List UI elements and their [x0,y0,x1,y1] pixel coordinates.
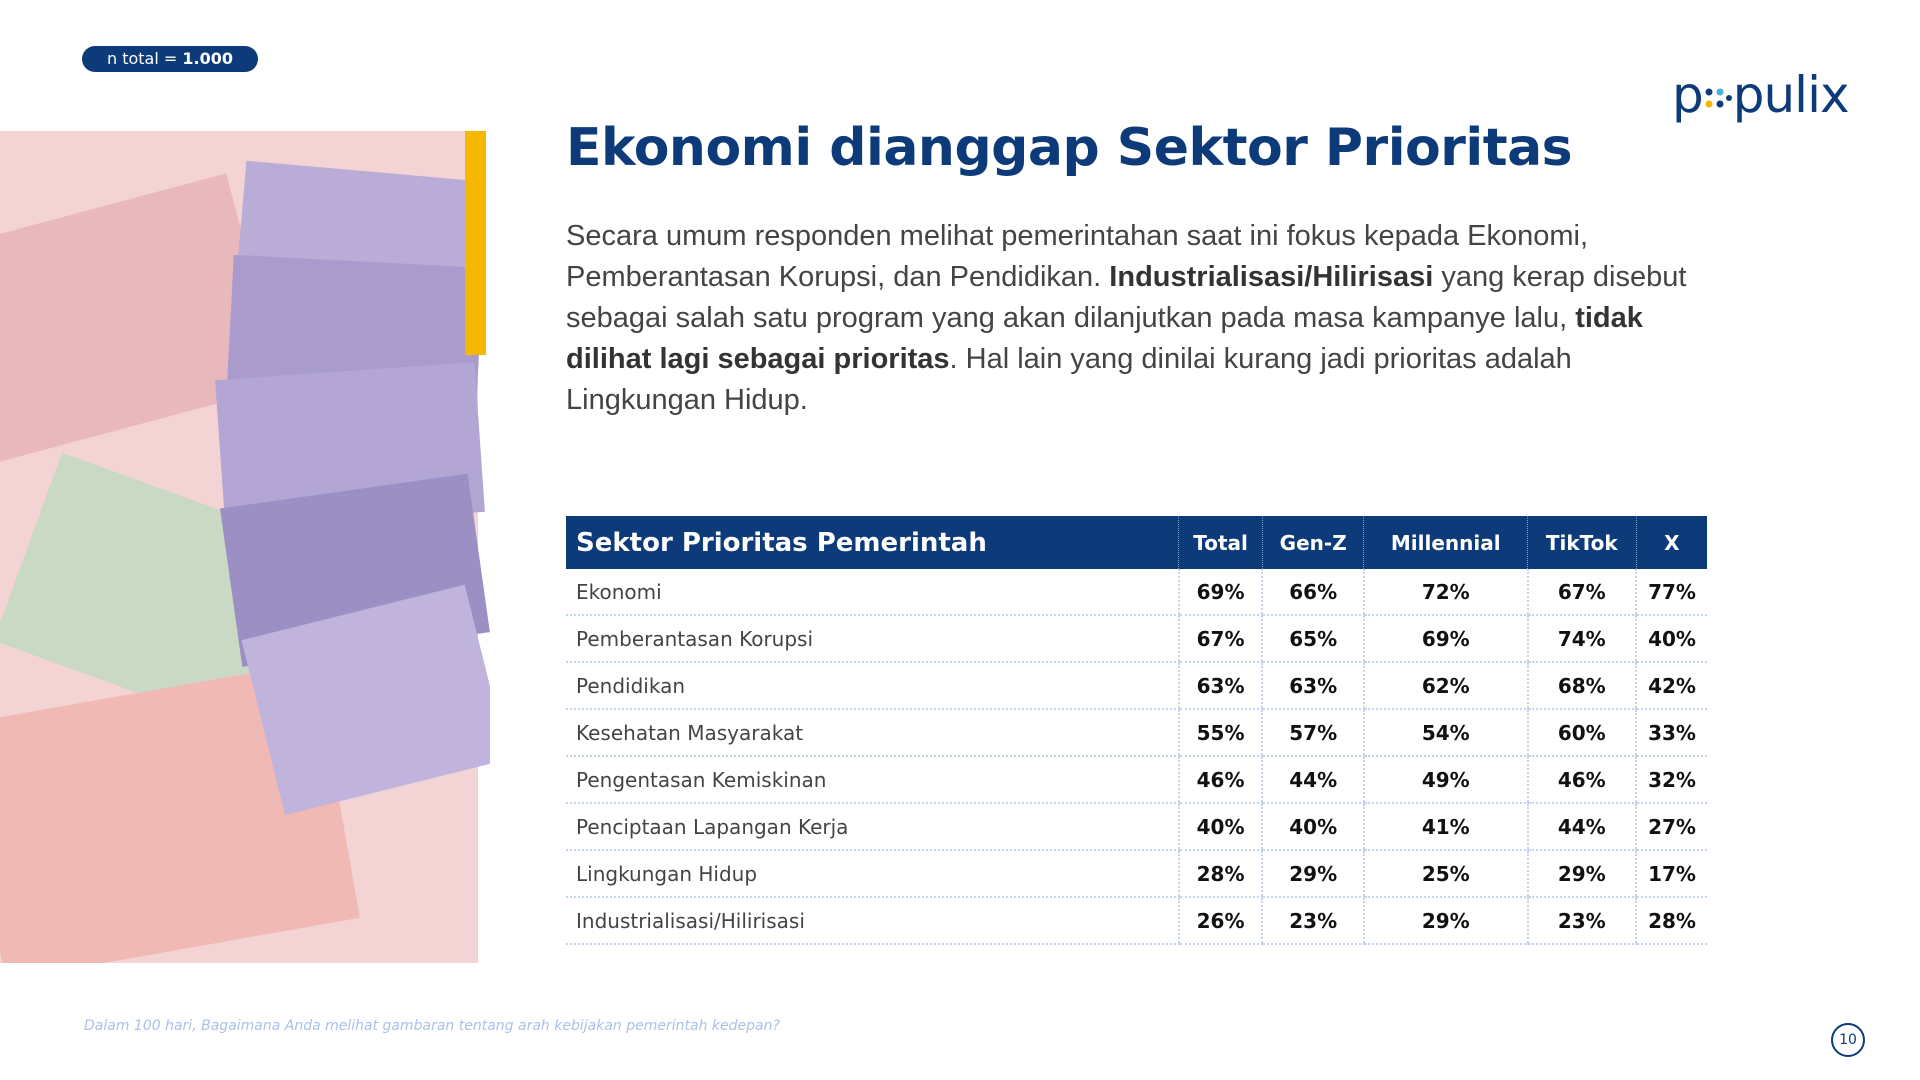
cell-value: 28% [1635,897,1707,945]
column-header: Sektor Prioritas Pemerintah [566,516,1179,569]
cell-value: 72% [1362,569,1528,616]
cell-value: 33% [1635,709,1707,757]
cell-value: 77% [1635,569,1707,616]
cell-value: 54% [1362,709,1528,757]
column-header: Gen-Z [1261,516,1364,569]
cell-value: 44% [1261,756,1364,804]
cell-value: 46% [1177,756,1263,804]
bold-text: Industrialisasi/Hilirisasi [1109,261,1434,293]
cell-value: 23% [1261,897,1364,945]
survey-question: Dalam 100 hari, Bagaimana Anda melihat g… [84,1018,780,1034]
cell-value: 40% [1635,615,1707,663]
column-header: TikTok [1527,516,1637,569]
text: Secara umum responden melihat pemerintah… [566,220,1589,293]
cell-value: 28% [1177,850,1263,898]
text: yang kerap disebut sebagai salah satu pr… [566,261,1687,334]
cell-value: 41% [1362,803,1528,851]
cell-value: 29% [1362,897,1528,945]
cell-value: 69% [1177,569,1263,616]
badge-label: n total = [106,49,178,68]
table-row: Pengentasan Kemiskinan 46% 44% 49% 46% 32% [566,756,1707,804]
priority-table: Sektor Prioritas Pemerintah Total Gen-Z Mil… [566,516,1707,945]
cell-value: 60% [1526,709,1637,757]
cell-value: 40% [1261,803,1364,851]
cell-value: 29% [1261,850,1364,898]
logo-dots [1705,88,1732,108]
cell-value: 69% [1362,615,1528,663]
table-row: Ekonomi 69% 66% 72% 67% 77% [566,569,1707,616]
logo-right: pulix [1732,66,1850,124]
logo: p pulix [1672,66,1850,124]
cell-value: 49% [1362,756,1528,804]
cell-value: 46% [1526,756,1637,804]
cell-value: 65% [1261,615,1364,663]
cell-value: 44% [1526,803,1637,851]
cell-value: 66% [1261,569,1364,616]
table-row: Kesehatan Masyarakat 55% 57% 54% 60% 33% [566,709,1707,757]
column-header: Total [1178,516,1263,569]
row-label: Ekonomi [566,569,1179,616]
cell-value: 62% [1362,662,1528,710]
row-label: Pemberantasan Korupsi [566,615,1179,663]
table-row: Lingkungan Hidup 28% 29% 25% 29% 17% [566,850,1707,898]
cell-value: 29% [1526,850,1637,898]
table-row: Pendidikan 63% 63% 62% 68% 42% [566,662,1707,710]
cell-value: 55% [1177,709,1263,757]
cell-value: 57% [1261,709,1364,757]
cell-value: 63% [1261,662,1364,710]
cell-value: 23% [1526,897,1637,945]
cell-value: 67% [1177,615,1263,663]
bold-text: tidak dilihat lagi sebagai prioritas [566,302,1643,375]
cell-value: 17% [1635,850,1707,898]
badge-value: 1.000 [182,49,233,68]
summary-paragraph: Secara umum responden melihat pemerintah… [566,216,1716,421]
row-label: Penciptaan Lapangan Kerja [566,803,1179,851]
cell-value: 40% [1177,803,1263,851]
cell-value: 25% [1362,850,1528,898]
table-row: Industrialisasi/Hilirisasi 26% 23% 29% 23% 28… [566,897,1707,945]
cell-value: 67% [1526,569,1637,616]
page-number: 10 [1831,1023,1865,1057]
row-label: Lingkungan Hidup [566,850,1179,898]
cell-value: 68% [1526,662,1637,710]
cell-value: 32% [1635,756,1707,804]
cell-value: 74% [1526,615,1637,663]
table-row: Pemberantasan Korupsi 67% 65% 69% 74% 40% [566,615,1707,663]
cell-value: 42% [1635,662,1707,710]
column-header: X [1635,516,1707,569]
row-label: Pengentasan Kemiskinan [566,756,1179,804]
logo-left: p [1672,66,1704,124]
header-row: Sektor Prioritas Pemerintah Total Gen-Z Mil… [566,516,1707,569]
cell-value: 63% [1177,662,1263,710]
row-label: Pendidikan [566,662,1179,710]
row-label: Industrialisasi/Hilirisasi [566,897,1179,945]
row-label: Kesehatan Masyarakat [566,709,1179,757]
cell-value: 26% [1177,897,1263,945]
sample-badge: n total = 1.000 [82,46,258,72]
money-photo [0,131,490,963]
slide-title: Ekonomi dianggap Sektor Prioritas [566,118,1573,178]
cell-value: 27% [1635,803,1707,851]
text: . Hal lain yang dinilai kurang jadi prio… [566,343,1572,416]
column-header: Millennial [1363,516,1528,569]
table-row: Penciptaan Lapangan Kerja 40% 40% 41% 44% 27% [566,803,1707,851]
